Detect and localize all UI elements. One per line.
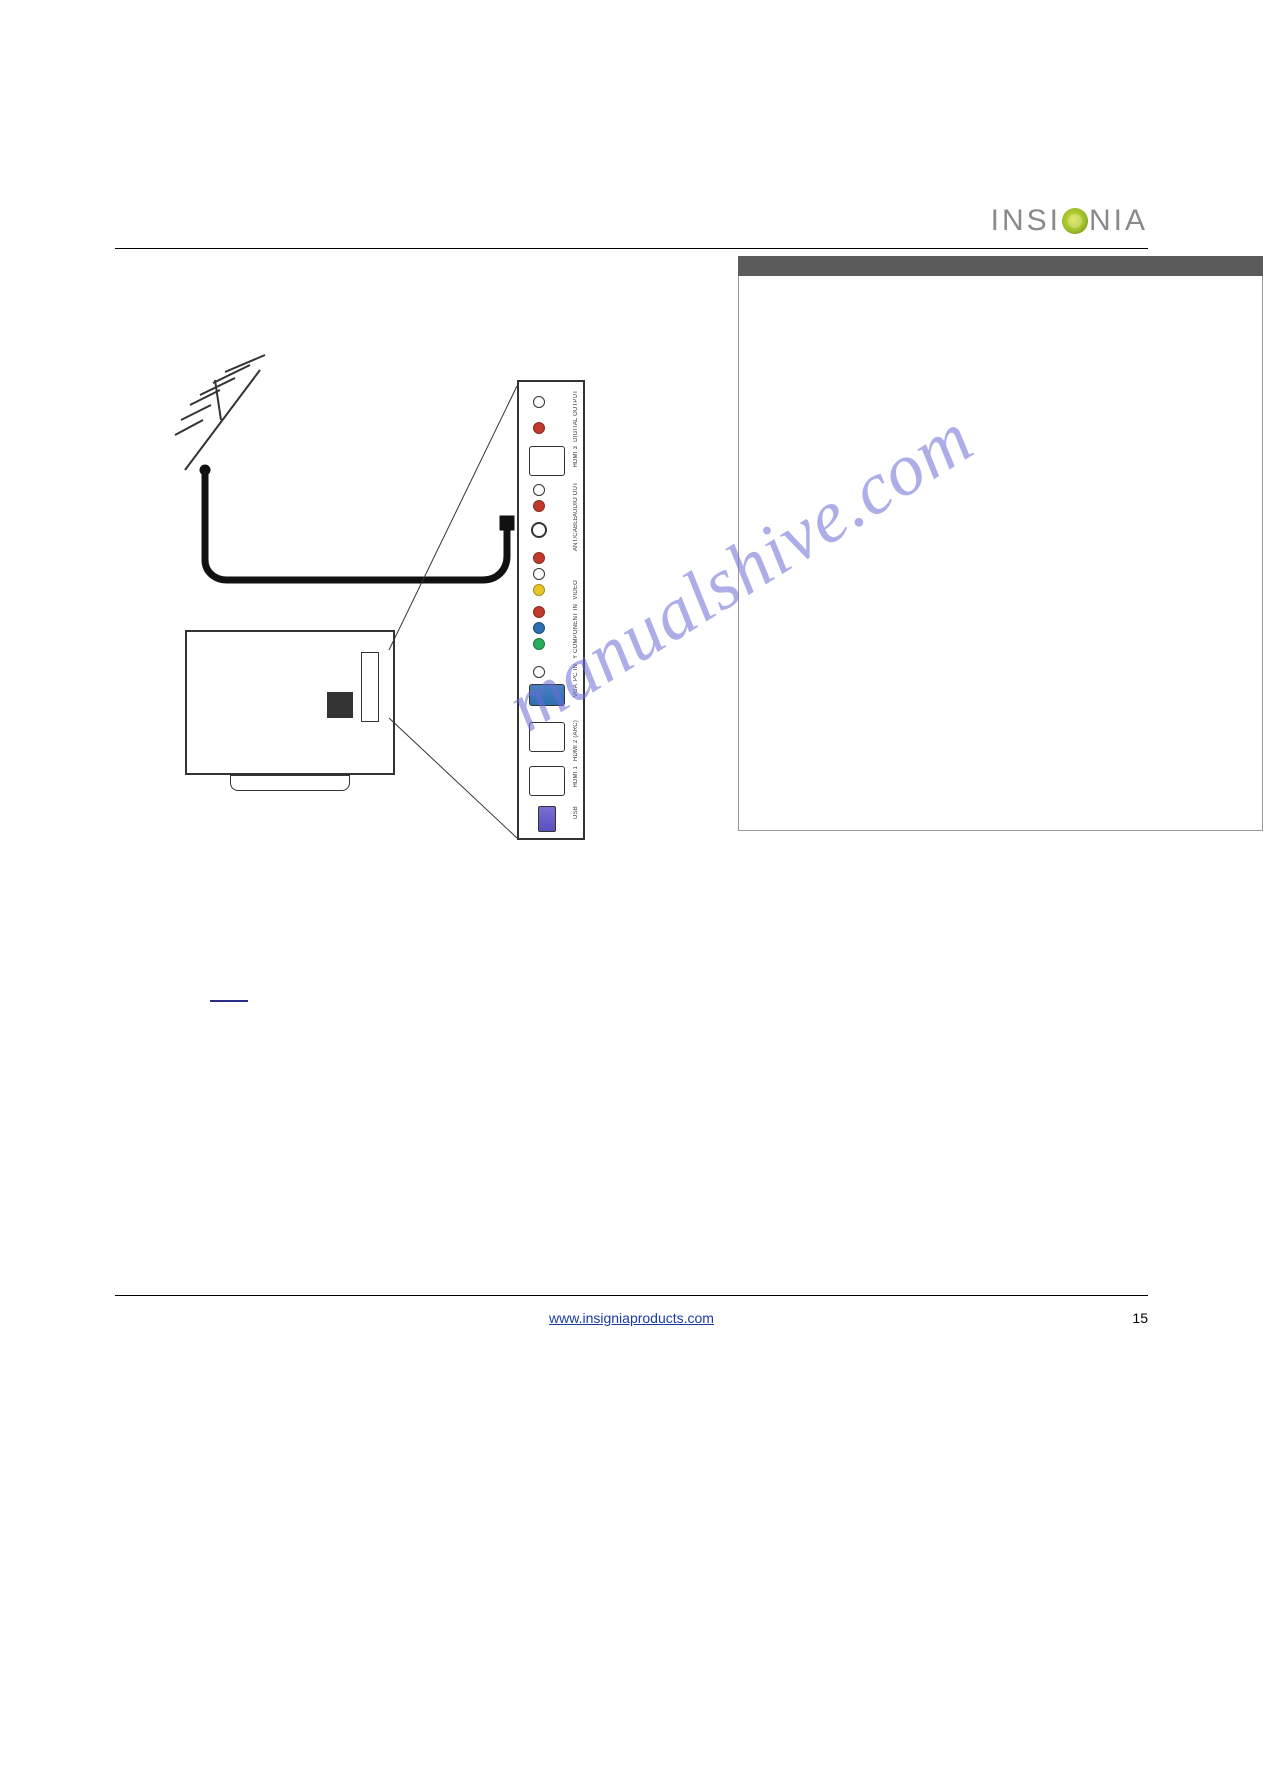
port-digital-output (533, 396, 545, 408)
port-audio-out-r (533, 500, 545, 512)
port-label: HDMI 2 (ARC) (573, 720, 579, 761)
port-label: VIDEO (573, 580, 579, 600)
port-vga (529, 684, 565, 706)
footer-url[interactable]: www.insigniaproducts.com (115, 1310, 1148, 1326)
port-component-pr (533, 606, 545, 618)
port-label: DIGITAL OUTPUT (573, 390, 579, 442)
port-label: PC IN (573, 664, 579, 681)
brand-ring-icon (1062, 208, 1088, 234)
port-label: HDMI 1 (573, 766, 579, 788)
port-pc-audio (533, 666, 545, 678)
footer-rule (115, 1295, 1148, 1296)
port-hdmi2-arc (529, 722, 565, 752)
header-logo-row: INSI NIA (115, 200, 1148, 242)
brand-text-left: INSI (991, 204, 1061, 238)
port-component-y (533, 638, 545, 650)
right-content-box (738, 276, 1263, 831)
port-ant-cable (531, 522, 547, 538)
brand-logo: INSI NIA (991, 204, 1148, 238)
note-underline (210, 1000, 248, 1002)
port-audio-out-l (533, 484, 545, 496)
brand-text-right: NIA (1089, 204, 1148, 238)
port-av-r (533, 552, 545, 564)
section-title-bar (738, 256, 1263, 276)
port-component-pb (533, 622, 545, 634)
port-usb (538, 806, 556, 832)
left-column: DIGITAL OUTPUT HDMI 3 AUDIO OUT ANT/CABL… (115, 280, 605, 890)
connection-diagram: DIGITAL OUTPUT HDMI 3 AUDIO OUT ANT/CABL… (165, 350, 595, 890)
port-label: HDMI 3 (573, 446, 579, 468)
page-number: 15 (1132, 1310, 1148, 1326)
port-label: VGA (573, 684, 579, 697)
port-av-l (533, 568, 545, 580)
port-av-video (533, 584, 545, 596)
port-label: ANT/CABLE (573, 516, 579, 551)
port-headphone-jack (533, 422, 545, 434)
port-hdmi1 (529, 766, 565, 796)
port-label: Y COMPONENT IN (573, 604, 579, 659)
port-label: USB (573, 806, 579, 819)
header-separator (115, 248, 1148, 249)
port-hdmi3 (529, 446, 565, 476)
port-label: AUDIO OUT (573, 482, 579, 517)
port-strip: DIGITAL OUTPUT HDMI 3 AUDIO OUT ANT/CABL… (517, 380, 585, 840)
